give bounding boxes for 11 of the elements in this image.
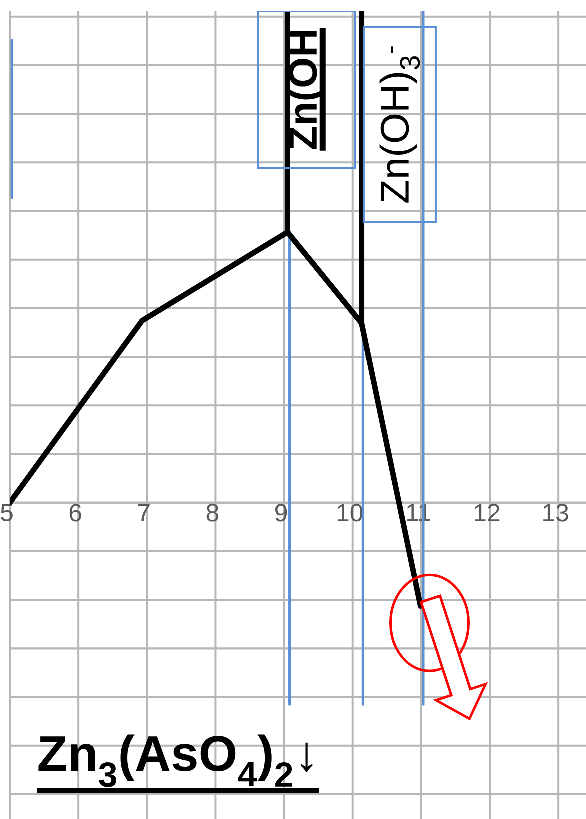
- x-tick-label: 6: [70, 504, 82, 522]
- x-tick-label: 10: [338, 504, 363, 522]
- x-tick-label: 12: [475, 504, 500, 522]
- x-tick-label: 7: [138, 504, 150, 522]
- x-tick-label: 13: [544, 504, 568, 522]
- x-tick-label: 5: [1, 504, 13, 522]
- x-tick-label: 9: [276, 504, 288, 522]
- annotation: Zn(OH: [288, 31, 326, 150]
- x-tick-label: 8: [206, 504, 219, 522]
- annotation: Zn(OH)$_{3}$-: [380, 46, 420, 203]
- text: Zn$_{3}$(AsO$_{4}$)$_{2}$↓: [38, 734, 313, 788]
